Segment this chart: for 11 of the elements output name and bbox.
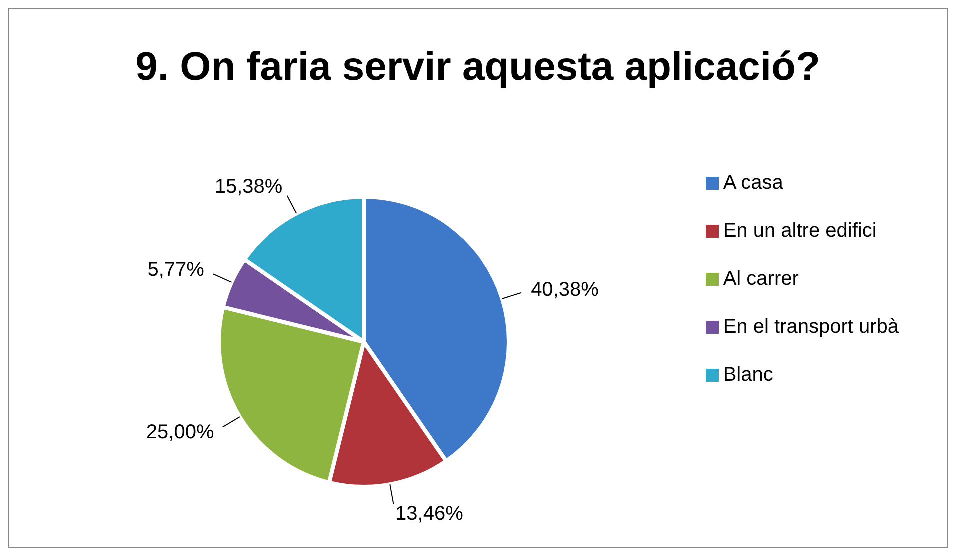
chart-title: 9. On faria servir aquesta aplicació? xyxy=(134,45,822,90)
data-label: 40,38% xyxy=(531,278,600,301)
legend-label: En un altre edifici xyxy=(723,220,877,242)
legend-label: A casa xyxy=(723,172,784,194)
data-label: 15,38% xyxy=(214,176,283,198)
legend-label: Al carrer xyxy=(723,268,799,290)
data-label: 5,77% xyxy=(148,259,205,282)
legend-label: En el transport urbà xyxy=(723,316,899,338)
legend-label: Blanc xyxy=(723,364,774,386)
data-label: 25,00% xyxy=(146,422,214,444)
data-label: 13,46% xyxy=(396,503,464,526)
